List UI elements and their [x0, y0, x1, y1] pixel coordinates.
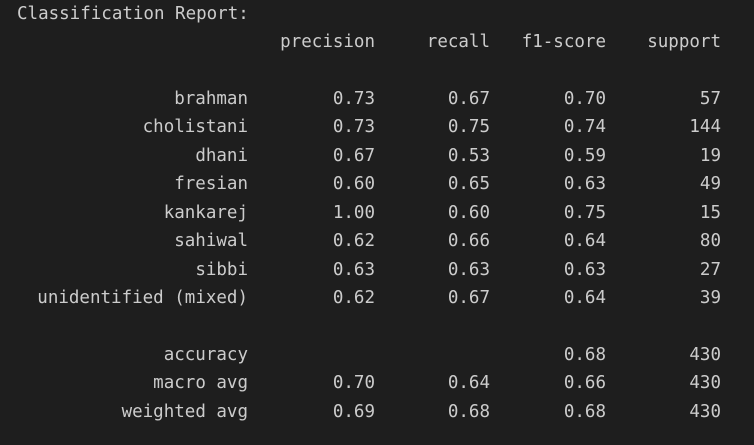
row-label: sibbi [195, 260, 248, 280]
cell-precision: 0.70 [332, 373, 375, 393]
cell-support: 430 [689, 373, 721, 393]
cell-support: 49 [699, 174, 721, 194]
cell-f1-score: 0.64 [563, 231, 606, 251]
cell-support: 27 [699, 260, 721, 280]
cell-precision: 0.73 [332, 89, 375, 109]
cell-support: 15 [699, 203, 721, 223]
cell-f1-score: 0.59 [563, 146, 606, 166]
column-header-row: precision recall f1-score support [0, 28, 754, 57]
row-label: macro avg [153, 373, 248, 393]
cell-f1-score: 0.74 [563, 117, 606, 137]
cell-f1-score: 0.68 [563, 402, 606, 422]
cell-f1-score: 0.66 [563, 373, 606, 393]
cell-precision: 0.73 [332, 117, 375, 137]
header-support: support [647, 32, 721, 52]
table-row: unidentified (mixed) 0.62 0.67 0.64 39 [0, 284, 754, 313]
cell-recall: 0.67 [447, 89, 490, 109]
table-row: dhani 0.67 0.53 0.59 19 [0, 142, 754, 171]
cell-recall: 0.66 [447, 231, 490, 251]
table-row: kankarej 1.00 0.60 0.75 15 [0, 199, 754, 228]
table-row: brahman 0.73 0.67 0.70 57 [0, 85, 754, 114]
cell-support: 80 [699, 231, 721, 251]
cell-f1-score: 0.63 [563, 260, 606, 280]
row-label: brahman [174, 89, 248, 109]
row-label: kankarej [163, 203, 248, 223]
cell-support: 19 [699, 146, 721, 166]
cell-recall: 0.67 [447, 288, 490, 308]
row-label: dhani [195, 146, 248, 166]
cell-recall: 0.63 [447, 260, 490, 280]
header-recall: recall [426, 32, 490, 52]
cell-support: 430 [689, 345, 721, 365]
summary-row-accuracy: accuracy 0.68 430 [0, 341, 754, 370]
report-title: Classification Report: [17, 4, 249, 24]
cell-precision: 0.67 [332, 146, 375, 166]
row-label: fresian [174, 174, 248, 194]
summary-row-macro-avg: macro avg 0.70 0.64 0.66 430 [0, 369, 754, 398]
cell-f1-score: 0.70 [563, 89, 606, 109]
cell-support: 57 [699, 89, 721, 109]
cell-precision: 0.60 [332, 174, 375, 194]
summary-row-weighted-avg: weighted avg 0.69 0.68 0.68 430 [0, 398, 754, 427]
cell-recall: 0.53 [447, 146, 490, 166]
cell-precision: 1.00 [332, 203, 375, 223]
cell-f1-score: 0.64 [563, 288, 606, 308]
row-label: sahiwal [174, 231, 248, 251]
cell-precision: 0.62 [332, 288, 375, 308]
cell-f1-score: 0.75 [563, 203, 606, 223]
cell-recall: 0.60 [447, 203, 490, 223]
row-label: accuracy [163, 345, 248, 365]
cell-recall: 0.68 [447, 402, 490, 422]
header-f1-score: f1-score [521, 32, 606, 52]
table-row: cholistani 0.73 0.75 0.74 144 [0, 113, 754, 142]
cell-support: 430 [689, 402, 721, 422]
cell-recall: 0.64 [447, 373, 490, 393]
table-row: fresian 0.60 0.65 0.63 49 [0, 170, 754, 199]
cell-support: 144 [689, 117, 721, 137]
table-row: sibbi 0.63 0.63 0.63 27 [0, 256, 754, 285]
cell-f1-score: 0.68 [563, 345, 606, 365]
cell-precision: 0.62 [332, 231, 375, 251]
table-row: sahiwal 0.62 0.66 0.64 80 [0, 227, 754, 256]
cell-support: 39 [699, 288, 721, 308]
cell-recall: 0.75 [447, 117, 490, 137]
cell-recall: 0.65 [447, 174, 490, 194]
cell-precision: 0.69 [332, 402, 375, 422]
row-label: weighted avg [121, 402, 248, 422]
cell-precision: 0.63 [332, 260, 375, 280]
row-label: cholistani [142, 117, 248, 137]
header-precision: precision [280, 32, 375, 52]
cell-f1-score: 0.63 [563, 174, 606, 194]
row-label: unidentified (mixed) [37, 288, 248, 308]
report-title-line: Classification Report: [0, 0, 754, 29]
